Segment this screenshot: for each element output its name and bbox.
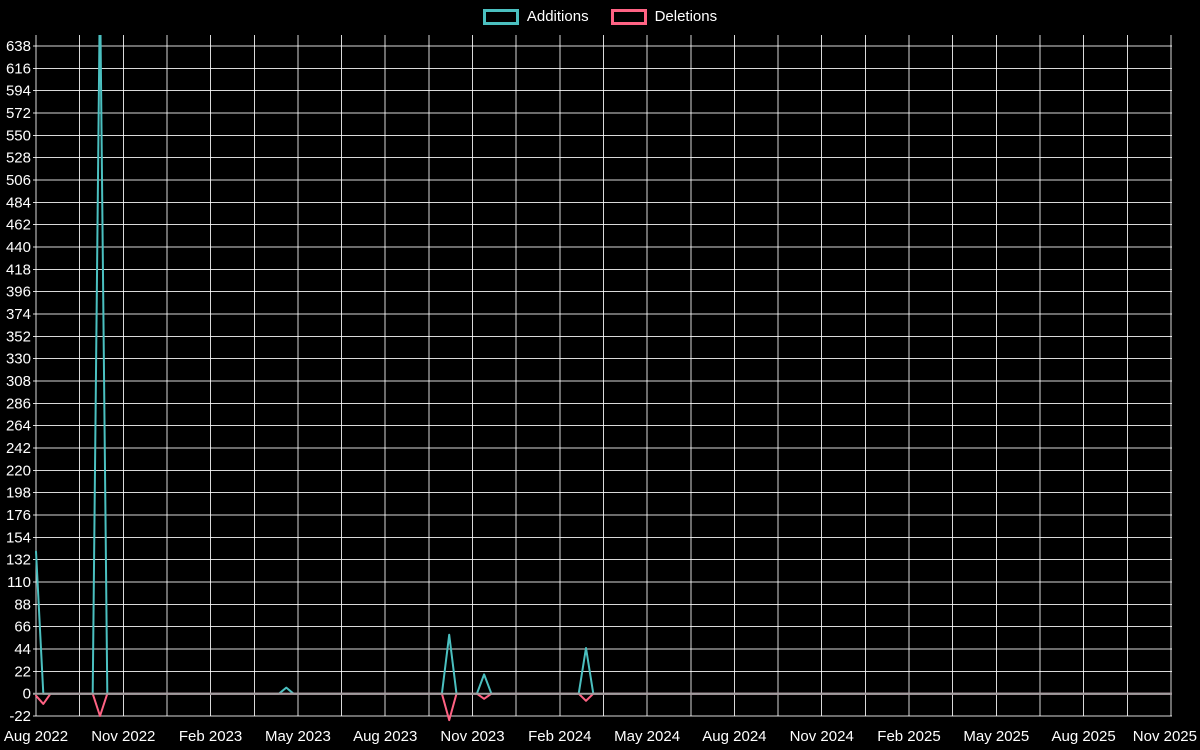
y-tick-label: 528 <box>6 150 31 167</box>
y-tick-label: 0 <box>23 686 31 703</box>
y-tick-label: 88 <box>14 596 31 613</box>
y-tick-label: 242 <box>6 440 31 457</box>
y-tick-label: 286 <box>6 395 31 412</box>
y-tick-label: 132 <box>6 552 31 569</box>
x-tick-label: May 2025 <box>963 728 1029 745</box>
legend-item-additions[interactable]: Additions <box>482 8 589 25</box>
y-tick-label: 440 <box>6 239 31 256</box>
y-tick-label: 66 <box>14 619 31 636</box>
x-tick-label: May 2023 <box>265 728 331 745</box>
x-tick-label: Aug 2025 <box>1051 728 1115 745</box>
y-tick-label: 484 <box>6 194 31 211</box>
x-tick-label: Feb 2023 <box>179 728 242 745</box>
y-tick-label: 220 <box>6 462 31 479</box>
y-tick-label: 44 <box>14 641 31 658</box>
chart-legend: Additions Deletions <box>0 8 1200 25</box>
legend-label-additions: Additions <box>526 8 589 25</box>
y-tick-label: 594 <box>6 83 31 100</box>
x-tick-label: Feb 2024 <box>528 728 591 745</box>
grid-layer <box>33 35 1172 717</box>
x-tick-label: Aug 2023 <box>353 728 417 745</box>
y-tick-label: 396 <box>6 284 31 301</box>
y-tick-label: 550 <box>6 127 31 144</box>
y-tick-label: 462 <box>6 217 31 234</box>
y-tick-label: 198 <box>6 485 31 502</box>
y-tick-label: 616 <box>6 60 31 77</box>
x-tick-label: Aug 2022 <box>4 728 68 745</box>
y-tick-label: 506 <box>6 172 31 189</box>
series-layer <box>35 35 1172 722</box>
x-tick-label: Nov 2025 <box>1133 728 1197 745</box>
y-tick-label: 264 <box>6 418 31 435</box>
legend-item-deletions[interactable]: Deletions <box>610 8 718 25</box>
axis-layer: -22 0 22 44 66 88 110 132 154 176 198 220 242 264 286 3… <box>4 38 1197 745</box>
x-tick-label: Aug 2024 <box>702 728 766 745</box>
x-tick-label: Feb 2025 <box>877 728 940 745</box>
x-tick-label: May 2024 <box>614 728 680 745</box>
y-tick-label: 330 <box>6 351 31 368</box>
legend-label-deletions: Deletions <box>654 8 718 25</box>
y-tick-label: 352 <box>6 328 31 345</box>
y-tick-label: 572 <box>6 105 31 122</box>
y-tick-label: 374 <box>6 306 31 323</box>
x-tick-label: Nov 2022 <box>91 728 155 745</box>
y-tick-label: 22 <box>14 663 31 680</box>
y-tick-label: 154 <box>6 529 31 546</box>
additions-swatch-icon <box>482 8 519 25</box>
y-tick-label: 176 <box>6 507 31 524</box>
y-tick-label: 638 <box>6 38 31 55</box>
series-line-additions <box>35 35 1172 695</box>
x-tick-label: Nov 2023 <box>440 728 504 745</box>
y-tick-label: 110 <box>7 574 31 591</box>
y-tick-label: -22 <box>9 708 31 725</box>
deletions-swatch-icon <box>610 8 647 25</box>
y-tick-label: 308 <box>6 373 31 390</box>
x-tick-label: Nov 2024 <box>790 728 854 745</box>
y-tick-label: 418 <box>6 261 31 278</box>
